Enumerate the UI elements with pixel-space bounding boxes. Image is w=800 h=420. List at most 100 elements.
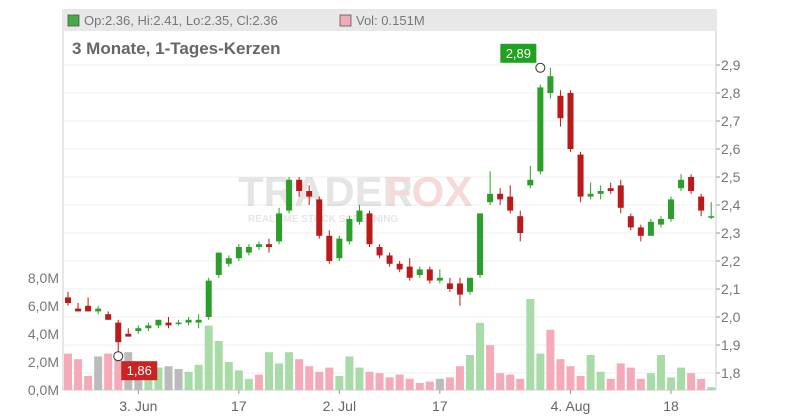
- volume-bar: [435, 378, 444, 390]
- volume-bar: [94, 356, 103, 390]
- volume-bar: [626, 367, 635, 390]
- candle-body: [366, 213, 373, 245]
- candle-body: [416, 269, 423, 275]
- watermark-brand-left: TRADER: [238, 168, 413, 215]
- candle-body: [115, 322, 122, 343]
- candle-body: [678, 179, 685, 189]
- price-tick-label: 2,5: [721, 169, 741, 185]
- candle-body: [145, 325, 152, 329]
- candle-body: [436, 277, 443, 281]
- volume-bar: [586, 355, 595, 390]
- candle-body: [105, 314, 112, 320]
- candle-body: [296, 179, 303, 191]
- volume-bar: [295, 359, 304, 390]
- high-callout-label: 2,89: [506, 46, 531, 61]
- candle-body: [587, 193, 594, 197]
- candle-body: [698, 196, 705, 211]
- volume-bar: [315, 371, 324, 390]
- candle-body: [276, 213, 283, 242]
- volume-bar: [84, 376, 93, 390]
- candle-body: [336, 238, 343, 259]
- candle-body: [235, 247, 242, 259]
- volume-bar: [516, 378, 525, 390]
- volume-tick-label: 0,0M: [28, 382, 59, 398]
- volume-axis: 8,0M 6,0M 4,0M 2,0M 0,0M: [28, 270, 59, 398]
- volume-bar: [265, 352, 273, 390]
- volume-bar: [415, 383, 424, 390]
- candle-body: [607, 188, 614, 191]
- volume-bar: [244, 378, 253, 390]
- volume-bar: [154, 367, 163, 390]
- volume-bar: [576, 376, 585, 390]
- candle-body: [225, 258, 232, 264]
- volume-bar: [174, 369, 183, 390]
- volume-bars: [64, 299, 716, 390]
- volume-bar: [385, 377, 394, 390]
- volume-bar: [355, 367, 364, 390]
- volume-bar: [707, 387, 716, 390]
- candle-body: [65, 297, 71, 303]
- price-tick-label: 2,6: [721, 141, 741, 157]
- volume-bar: [305, 366, 314, 390]
- candle-body: [396, 263, 403, 270]
- volume-swatch-icon: [339, 14, 352, 27]
- candle-body: [517, 216, 524, 233]
- volume-bar: [445, 377, 454, 390]
- price-tick-label: 2,0: [721, 309, 741, 325]
- candle-body: [175, 322, 182, 325]
- volume-bar: [606, 378, 615, 390]
- plot-frame: [62, 9, 717, 391]
- candle-body: [266, 244, 272, 247]
- candle-body: [557, 95, 564, 119]
- volume-bar: [526, 299, 535, 390]
- volume-bar: [566, 366, 575, 390]
- volume-bar: [496, 373, 505, 390]
- volume-tick-label: 2,0M: [28, 354, 59, 370]
- candle-body: [135, 328, 142, 331]
- watermark: TRADER FOX REALTIME STOCK SCREENING: [238, 168, 472, 225]
- volume-bar: [345, 356, 354, 390]
- price-tick-label: 2,7: [721, 113, 741, 129]
- candle-body: [497, 193, 504, 200]
- volume-bar: [455, 366, 464, 390]
- candle-body: [75, 308, 82, 312]
- watermark-brand-right: FOX: [386, 168, 472, 215]
- volume-bar: [667, 377, 675, 390]
- volume-bar: [214, 341, 223, 390]
- candle-body: [668, 199, 674, 219]
- volume-bar: [204, 325, 213, 390]
- candle-body: [617, 185, 624, 208]
- candle-body: [456, 283, 463, 295]
- candle-body: [376, 247, 383, 256]
- candle-body: [85, 305, 92, 312]
- annotations: 2,89 1,86: [113, 43, 546, 381]
- low-callout-box: [121, 361, 158, 381]
- candle-body: [487, 193, 494, 203]
- candle-body: [406, 266, 413, 278]
- x-tick-label: 4. Aug: [551, 398, 591, 414]
- candle-body: [446, 283, 453, 289]
- price-tick-label: 2,8: [721, 85, 741, 101]
- x-axis: 3. Jun 17 2. Jul 17 4. Aug 18: [119, 390, 679, 414]
- x-tick-label: 3. Jun: [119, 398, 157, 414]
- candle-body: [647, 221, 654, 236]
- x-tick-label: 17: [231, 398, 247, 414]
- volume-tick-label: 6,0M: [28, 298, 59, 314]
- candle-body: [356, 210, 363, 222]
- volume-bar: [194, 364, 203, 390]
- volume-bar: [375, 373, 384, 390]
- candle-body: [577, 154, 584, 197]
- candle-body: [245, 247, 252, 253]
- candle-body: [205, 280, 212, 317]
- volume-bar: [234, 370, 243, 390]
- candle-body: [467, 277, 473, 292]
- candle-body: [537, 87, 544, 172]
- candle-body: [627, 216, 634, 228]
- candles: [65, 67, 715, 357]
- high-callout-box: [500, 43, 537, 63]
- candle-body: [688, 177, 695, 191]
- volume-bar: [104, 353, 113, 390]
- price-tick-label: 2,2: [721, 253, 741, 269]
- volume-bar: [677, 367, 686, 390]
- low-marker: [113, 351, 124, 362]
